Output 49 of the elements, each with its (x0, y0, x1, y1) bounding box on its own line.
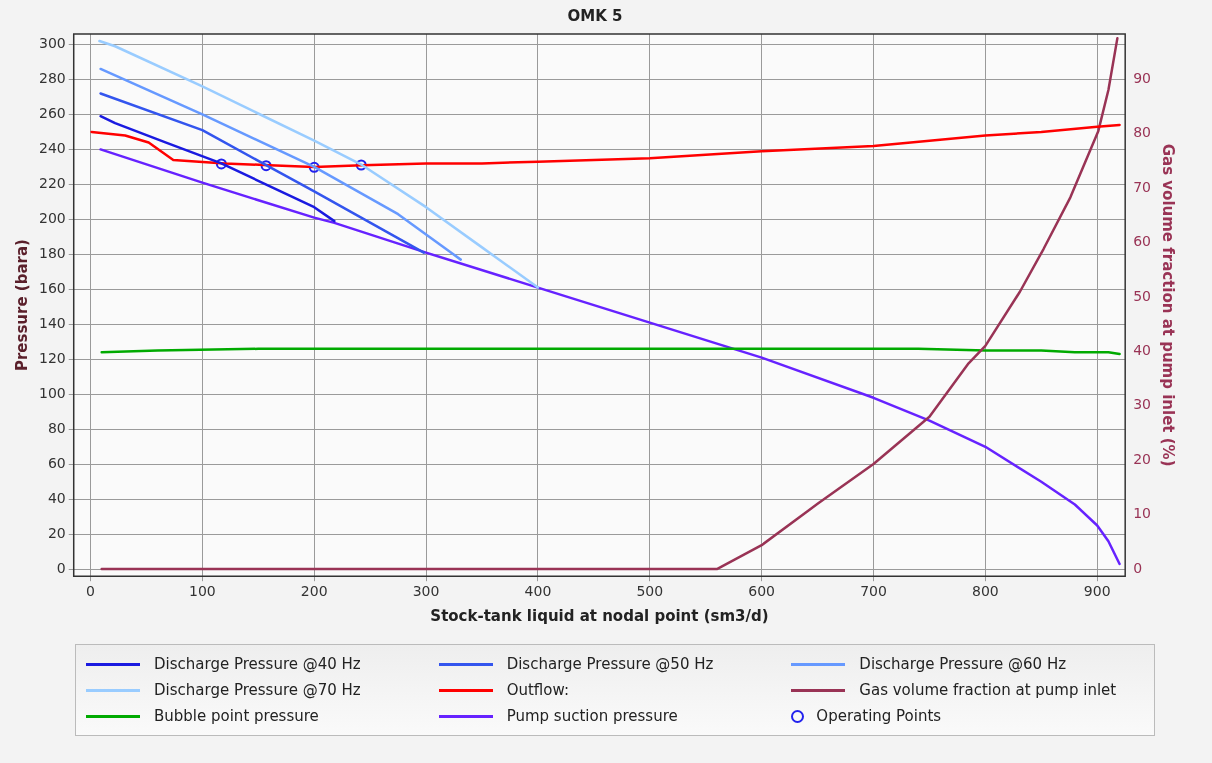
x-tick-label: 100 (188, 583, 216, 600)
y-tick-label: 60 (47, 454, 66, 471)
x-tick-label: 0 (86, 583, 95, 600)
chart-title: OMK 5 (567, 6, 623, 25)
y-tick-label: 100 (38, 384, 66, 401)
y-tick-label: 240 (38, 140, 66, 157)
x-tick-label: 800 (972, 583, 999, 600)
legend-label: Operating Points (816, 707, 942, 725)
legend-label: Discharge Pressure @40 Hz (154, 655, 361, 673)
y2-tick-label: 80 (1133, 124, 1152, 141)
y2-tick-label: 0 (1133, 559, 1143, 576)
y2-axis-title: Gas volume fraction at pump inlet (%) (1159, 143, 1178, 467)
legend-label: Bubble point pressure (154, 707, 319, 725)
y2-tick-label: 70 (1133, 178, 1152, 195)
y-tick-label: 20 (47, 524, 66, 541)
y2-tick-label: 60 (1133, 233, 1152, 250)
y-tick-label: 140 (38, 314, 66, 331)
y-axis-title: Pressure (bara) (12, 239, 31, 372)
legend-label: Outflow: (506, 681, 569, 699)
x-axis-title: Stock-tank liquid at nodal point (sm3/d) (430, 606, 769, 625)
y-tick-label: 260 (38, 105, 66, 122)
y-tick-label: 200 (38, 210, 66, 227)
x-tick-label: 700 (860, 583, 887, 600)
legend-label: Discharge Pressure @70 Hz (154, 681, 361, 699)
x-tick-label: 200 (300, 583, 328, 600)
x-tick-label: 500 (636, 583, 664, 600)
y-tick-label: 120 (38, 349, 66, 366)
legend-label: Gas volume fraction at pump inlet (859, 681, 1117, 699)
y2-tick-label: 30 (1133, 396, 1152, 413)
y-tick-label: 80 (47, 419, 66, 436)
y-tick-label: 220 (38, 175, 66, 192)
y2-tick-label: 50 (1133, 287, 1152, 304)
legend-label: Discharge Pressure @50 Hz (506, 655, 714, 673)
legend-label: Discharge Pressure @60 Hz (859, 655, 1067, 673)
y-tick-label: 0 (56, 559, 66, 576)
y-tick-label: 280 (38, 70, 66, 87)
y-tick-label: 40 (47, 489, 66, 506)
y2-tick-label: 40 (1133, 342, 1152, 359)
legend-label: Pump suction pressure (506, 707, 678, 725)
y2-tick-label: 20 (1133, 450, 1152, 467)
y-tick-label: 180 (38, 245, 66, 262)
y2-tick-label: 10 (1133, 505, 1152, 522)
x-tick-label: 300 (412, 583, 440, 600)
y-tick-label: 300 (38, 35, 66, 52)
x-tick-label: 400 (524, 583, 552, 600)
y2-tick-label: 90 (1133, 69, 1152, 86)
x-tick-label: 600 (748, 583, 776, 600)
x-tick-label: 900 (1083, 583, 1111, 600)
y-tick-label: 160 (38, 280, 66, 296)
